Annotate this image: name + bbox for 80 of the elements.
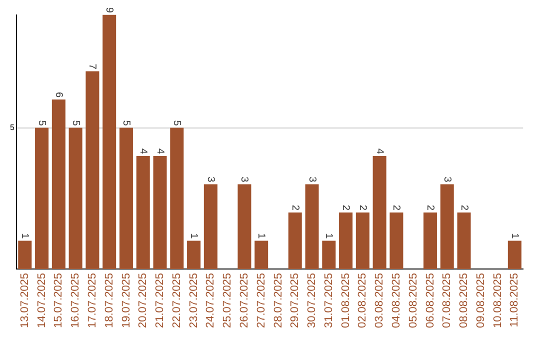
data-label: 1 — [188, 233, 200, 240]
data-label: 2 — [356, 204, 368, 211]
x-tick-label: 29.07.2025 — [289, 272, 302, 328]
data-label: 3 — [441, 176, 452, 183]
data-label: 2 — [289, 204, 300, 211]
x-tick-label: 13.07.2025 — [18, 272, 31, 328]
bar — [68, 128, 82, 269]
x-tick-label: 19.07.2025 — [120, 272, 132, 328]
x-tick-label: 02.08.2025 — [356, 272, 369, 328]
data-label: 1 — [19, 233, 30, 240]
x-tick-label: 11.08.2025 — [508, 272, 521, 328]
bar — [288, 212, 302, 269]
bar — [372, 156, 386, 269]
bar — [423, 212, 437, 269]
x-tick-label: 24.07.2025 — [204, 272, 217, 328]
data-label: 7 — [86, 64, 98, 70]
bar — [102, 14, 116, 269]
bar — [119, 128, 133, 269]
data-label: 6 — [52, 92, 64, 98]
data-label: 3 — [238, 176, 250, 183]
bar — [238, 184, 252, 269]
bar — [170, 128, 184, 269]
data-label: 3 — [204, 176, 216, 183]
data-label: 5 — [70, 120, 81, 126]
x-tick-label: 04.08.2025 — [390, 272, 402, 328]
x-tick-label: 03.08.2025 — [374, 272, 386, 328]
bar — [52, 100, 66, 269]
bar — [356, 212, 370, 269]
x-tick-label: 20.07.2025 — [137, 272, 150, 328]
data-label: 1 — [508, 233, 520, 240]
x-tick-label: 25.07.2025 — [222, 272, 234, 328]
x-tick-label: 28.07.2025 — [272, 272, 284, 328]
x-tick-label: 01.08.2025 — [340, 272, 352, 328]
x-tick-label: 15.07.2025 — [52, 272, 65, 328]
bar — [390, 212, 404, 269]
data-label: 4 — [137, 148, 148, 154]
x-tick-label: 21.07.2025 — [154, 272, 166, 328]
bar — [35, 128, 49, 269]
data-label: 5 — [120, 120, 132, 126]
data-label: 9 — [104, 7, 115, 14]
data-label: 2 — [340, 204, 352, 211]
x-tick-label: 26.07.2025 — [238, 272, 250, 328]
data-label: 5 — [171, 120, 182, 126]
x-tick-label: 17.07.2025 — [86, 272, 98, 328]
bar — [136, 156, 150, 269]
bar — [339, 212, 353, 269]
bar — [204, 184, 218, 269]
x-tick-label: 23.07.2025 — [188, 272, 200, 328]
bar — [86, 71, 100, 269]
bar — [322, 240, 336, 269]
data-label: 4 — [374, 148, 385, 154]
bar — [457, 212, 471, 269]
data-label: 3 — [306, 176, 318, 183]
x-tick-label: 05.08.2025 — [407, 272, 420, 328]
x-tick-label: 22.07.2025 — [170, 272, 183, 328]
data-label: 1 — [323, 233, 334, 240]
data-label: 5 — [36, 120, 48, 126]
x-tick-label: 27.07.2025 — [255, 272, 268, 328]
bar — [187, 240, 201, 269]
bar — [508, 240, 522, 269]
bar — [18, 240, 32, 269]
bar — [440, 184, 454, 269]
x-tick-label: 09.08.2025 — [474, 272, 487, 328]
x-tick-label: 30.07.2025 — [306, 272, 318, 328]
data-label: 2 — [424, 204, 436, 211]
x-tick-label: 10.08.2025 — [492, 272, 504, 328]
x-tick-label: 18.07.2025 — [103, 272, 116, 328]
x-tick-label: 07.08.2025 — [441, 272, 454, 328]
bar — [153, 156, 167, 269]
x-tick-label: 08.08.2025 — [458, 272, 470, 328]
data-label: 2 — [390, 204, 402, 211]
data-label: 4 — [154, 148, 166, 154]
x-tick-label: 14.07.2025 — [36, 272, 48, 328]
data-label: 1 — [256, 233, 267, 240]
x-tick-label: 31.07.2025 — [322, 272, 335, 328]
bar — [305, 184, 319, 269]
data-label: 2 — [458, 204, 470, 211]
x-tick-label: 06.08.2025 — [424, 272, 436, 328]
x-tick-label: 16.07.2025 — [70, 272, 82, 328]
bar — [254, 240, 268, 269]
